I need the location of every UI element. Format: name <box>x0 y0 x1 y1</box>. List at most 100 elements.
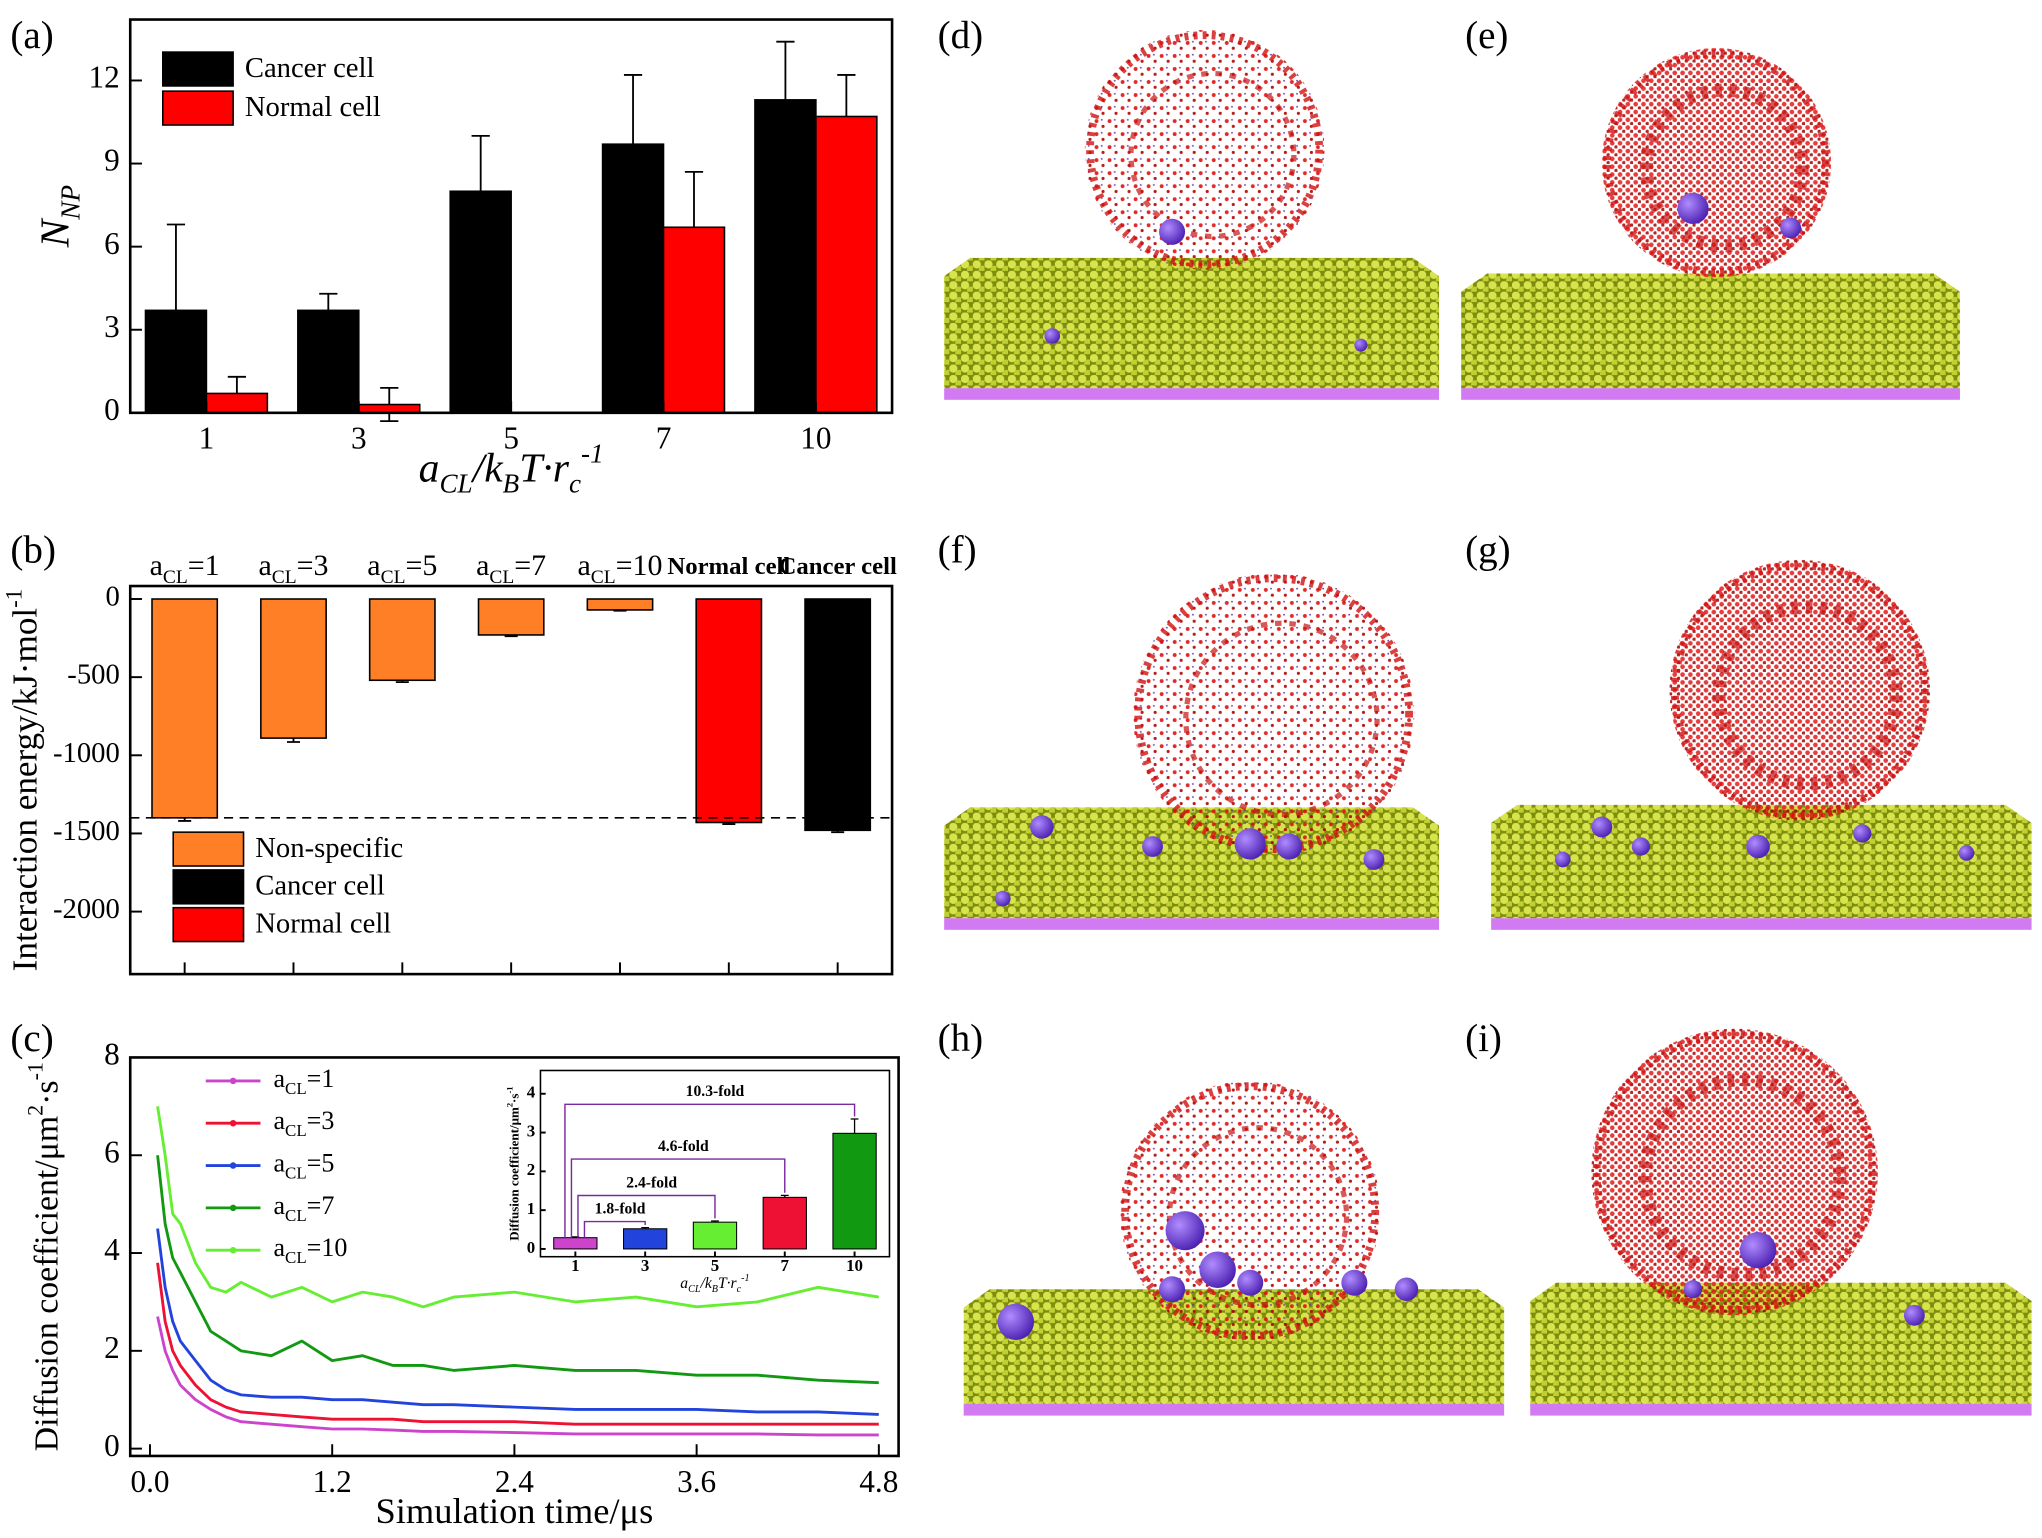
series-line <box>156 1106 880 1309</box>
nanoparticle <box>1739 1231 1777 1269</box>
text-segment: 2 <box>505 1103 515 1107</box>
y-axis-label: Interaction energy/kJ·mol-1 <box>1 589 44 972</box>
vesicle-rim <box>1086 31 1324 269</box>
series-line <box>156 1262 879 1426</box>
nanoparticle <box>1853 824 1872 843</box>
text-segment: a <box>476 549 489 582</box>
vesicle-inner <box>1639 83 1809 253</box>
bar <box>815 115 878 414</box>
y-tick-label: 2 <box>104 1330 120 1365</box>
text-segment: CL <box>285 1079 307 1098</box>
legend-marker <box>229 1246 237 1254</box>
nanoparticle <box>1341 1269 1368 1296</box>
plot-frame <box>128 584 894 976</box>
text-segment: CL <box>285 1122 307 1141</box>
simulation-snapshot <box>944 573 1440 930</box>
y-tick-label: 6 <box>104 226 120 261</box>
annotation: 4.6-fold <box>658 1138 709 1155</box>
text-segment: =10 <box>616 549 663 582</box>
x-axis-label: aCL/kBT·rc-1 <box>419 439 604 499</box>
legend-swatch <box>172 831 245 867</box>
text-segment: CL <box>285 1164 307 1183</box>
bar <box>804 598 872 832</box>
nanoparticle <box>1394 1277 1419 1301</box>
text-segment: a <box>273 1191 285 1220</box>
nanoparticle <box>1683 1280 1703 1299</box>
x-tick-label: 5 <box>503 421 519 456</box>
nanoparticle <box>1142 836 1163 857</box>
bracket <box>583 1220 646 1238</box>
y-tick-label: 8 <box>104 1037 120 1072</box>
bar <box>368 598 436 682</box>
bar <box>754 99 817 414</box>
membrane-slab <box>1461 273 1960 389</box>
legend-label: aCL=3 <box>273 1106 334 1140</box>
legend-label: Cancer cell <box>245 52 375 84</box>
substrate <box>944 388 1440 400</box>
bar <box>477 598 545 636</box>
nanoparticle <box>1276 833 1303 860</box>
text-segment: CL <box>381 567 406 588</box>
plot-frame <box>128 18 894 415</box>
x-tick-label: Normal cell <box>667 552 790 579</box>
text-segment: =1 <box>188 549 220 582</box>
text-segment: a <box>419 445 440 491</box>
y-tick-label: 2 <box>527 1160 535 1179</box>
annotation: 2.4-fold <box>626 1174 677 1191</box>
legend-label: aCL=5 <box>273 1149 334 1183</box>
y-tick-label: 9 <box>104 143 120 178</box>
text-segment: c <box>737 1284 742 1295</box>
series-line <box>156 1228 879 1416</box>
legend-label: aCL=1 <box>273 1064 334 1098</box>
x-tick-label: 10 <box>846 1256 863 1275</box>
y-tick-label: 4 <box>527 1083 536 1102</box>
y-tick-label: -500 <box>67 659 120 691</box>
nanoparticle <box>1746 834 1770 859</box>
text-segment: /k <box>471 445 505 491</box>
y-tick-label: 0 <box>104 1428 120 1463</box>
legend-swatch <box>162 51 234 87</box>
x-tick-label: 4.8 <box>859 1464 898 1499</box>
panel-label: (e) <box>1465 14 1508 57</box>
y-tick-label: 3 <box>527 1121 535 1140</box>
text-segment: c <box>569 469 581 499</box>
x-tick-label: aCL=7 <box>476 549 546 588</box>
legend-swatch <box>172 906 245 943</box>
y-tick-label: 12 <box>89 60 120 95</box>
nanoparticle <box>1159 218 1186 245</box>
text-segment: B <box>712 1284 718 1295</box>
y-tick-label: -1500 <box>53 815 120 847</box>
bracket <box>570 1158 786 1238</box>
x-axis-label: Simulation time/μs <box>376 1491 654 1531</box>
text-segment: =3 <box>307 1106 335 1135</box>
panel-label: (a) <box>10 14 53 57</box>
nanoparticle <box>1554 851 1571 868</box>
panel-label: (b) <box>10 528 56 571</box>
y-tick-label: 6 <box>104 1134 120 1169</box>
bar <box>553 1237 598 1250</box>
membrane-slab <box>1491 804 2032 919</box>
plot-frame <box>539 1069 891 1258</box>
x-tick-label: 5 <box>711 1256 719 1275</box>
annotation: 10.3-fold <box>686 1083 745 1100</box>
x-tick-label: 0.0 <box>130 1464 169 1499</box>
text-segment: =1 <box>307 1064 335 1093</box>
bar <box>586 598 654 611</box>
legend-marker <box>229 1119 237 1127</box>
nanoparticle <box>1591 816 1613 838</box>
bar <box>662 226 726 414</box>
nanoparticle <box>994 890 1011 907</box>
y-axis-label: NNP <box>32 185 86 248</box>
text-segment: a <box>273 1149 285 1178</box>
substrate <box>944 918 1440 930</box>
x-axis-label: aCL/kBT·rc-1 <box>680 1273 749 1295</box>
text-segment: N <box>32 217 78 248</box>
text-segment: a <box>150 549 163 582</box>
y-axis-label: Diffusion coefficient/μm2·s-1 <box>22 1062 65 1451</box>
y-tick-label: -2000 <box>53 893 120 925</box>
x-tick-label: 10 <box>800 421 831 456</box>
text-segment: 2 <box>22 1105 47 1116</box>
membrane-slab <box>944 257 1440 389</box>
